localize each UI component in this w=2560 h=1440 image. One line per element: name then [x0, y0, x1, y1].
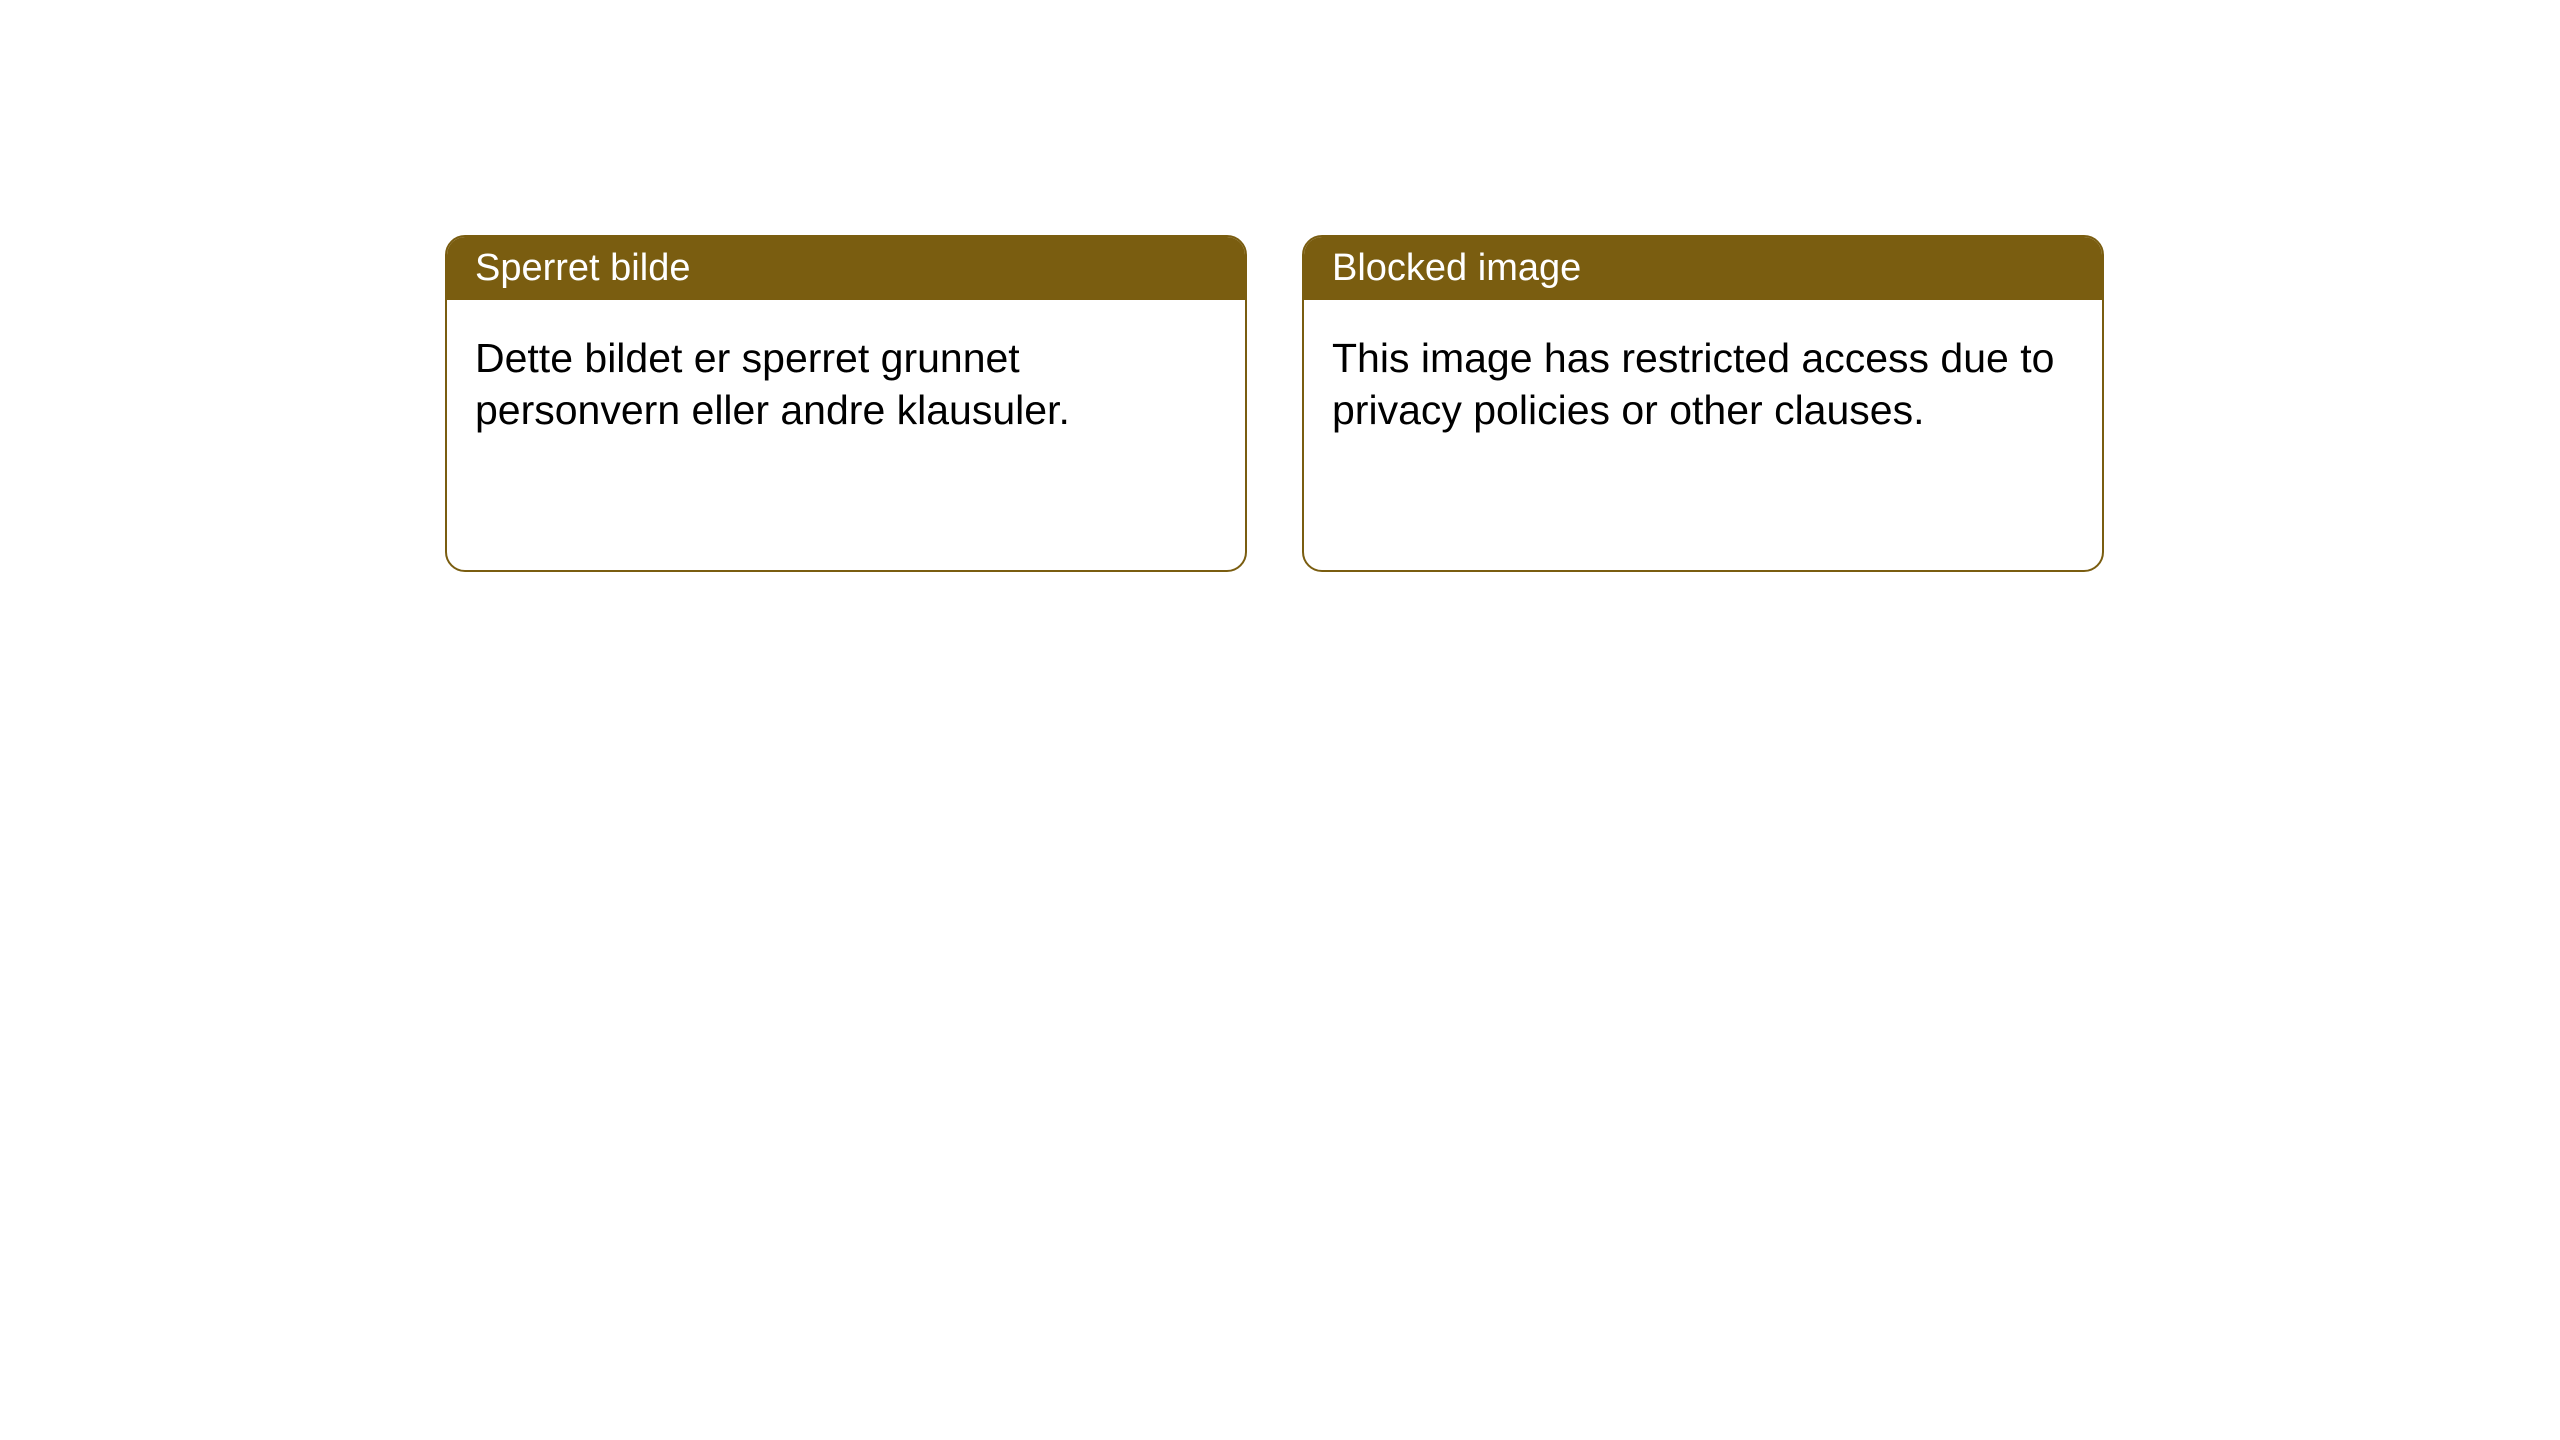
card-body: This image has restricted access due to …	[1304, 300, 2102, 570]
card-header: Sperret bilde	[447, 237, 1245, 300]
card-body-text: Dette bildet er sperret grunnet personve…	[475, 335, 1070, 433]
card-header-text: Sperret bilde	[475, 247, 690, 289]
card-body: Dette bildet er sperret grunnet personve…	[447, 300, 1245, 570]
card-header-text: Blocked image	[1332, 247, 1581, 289]
card-header: Blocked image	[1304, 237, 2102, 300]
card-body-text: This image has restricted access due to …	[1332, 335, 2054, 433]
blocked-image-card-english: Blocked image This image has restricted …	[1302, 235, 2104, 572]
blocked-image-card-norwegian: Sperret bilde Dette bildet er sperret gr…	[445, 235, 1247, 572]
cards-container: Sperret bilde Dette bildet er sperret gr…	[445, 235, 2104, 572]
